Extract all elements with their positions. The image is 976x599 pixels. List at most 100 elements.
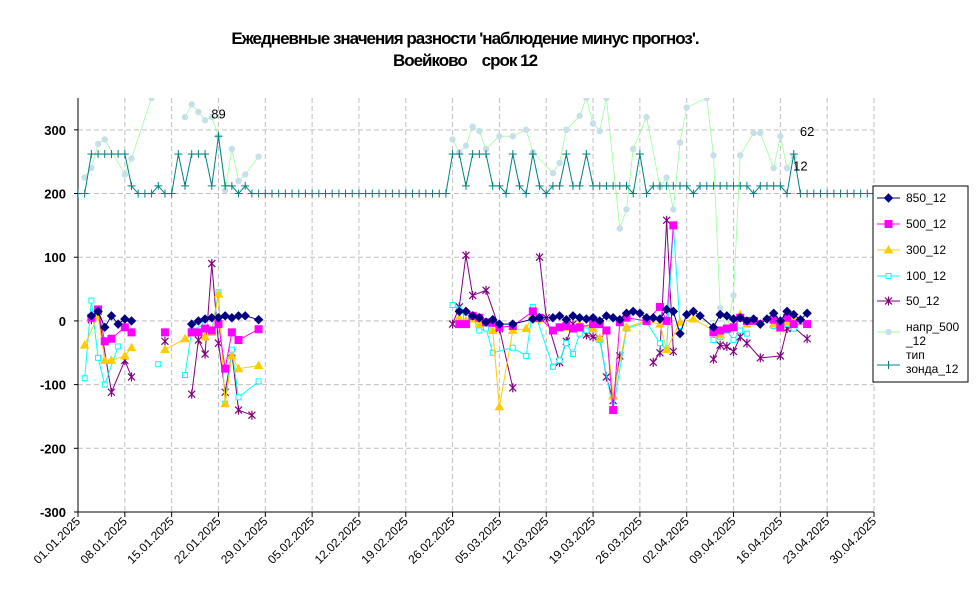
data-point [80,189,89,198]
data-point [803,334,812,344]
series-line-segment [499,185,507,194]
series-line-segment [720,344,727,347]
data-point [495,181,504,190]
series-line-segment [465,255,474,296]
data-point [669,181,678,190]
data-point [508,150,517,159]
data-point [187,319,197,329]
data-point [688,306,699,317]
data-point [730,292,737,299]
data-point [710,337,717,344]
series-line-segment [713,344,721,360]
data-point [508,383,517,393]
series-line-segment [672,311,681,334]
data-point [622,181,631,190]
y-tick-label: -300 [40,505,66,520]
data-point [200,331,210,341]
x-tick-label: 05.03.2025 [452,514,505,567]
series-line-segment [739,132,754,156]
data-point [656,340,663,347]
series-line-segment [666,225,674,321]
data-point [221,187,229,194]
data-point [401,189,410,198]
series-line-segment [104,139,126,175]
data-point [556,357,563,364]
data-point [107,334,116,343]
series-line-segment [773,136,781,169]
data-point [461,320,470,329]
series-line-segment [104,346,119,385]
data-point [281,189,290,198]
series-line-segment [632,153,641,194]
data-point [233,311,244,321]
series-line-segment [786,153,795,194]
legend-marker [884,361,893,369]
series-line-segment [706,98,714,156]
data-point [435,189,444,198]
data-point [241,181,250,190]
data-point [816,189,825,198]
series-line-segment [646,185,654,194]
series-line-segment [124,360,132,378]
data-point [88,297,95,304]
series-line-segment [539,257,547,318]
series-line-segment [632,116,647,150]
data-point [608,313,618,323]
data-point [742,181,751,190]
data-point [628,306,638,317]
data-point [86,311,97,321]
series-line-segment [512,153,520,186]
series-line-segment [97,357,106,385]
data-point [180,333,190,343]
data-point [461,181,470,190]
data-point [107,150,116,159]
data-point [462,250,470,260]
series-line-segment [465,126,474,146]
series-line-segment [224,332,233,369]
series-line-segment [184,330,193,376]
data-point [595,181,604,190]
data-point [775,316,786,326]
data-point [119,350,130,360]
legend-marker [885,328,892,336]
series-line-segment [525,153,534,194]
data-point [710,152,717,159]
data-point [208,113,215,121]
data-point [575,323,584,332]
data-point [207,313,217,323]
data-point [160,328,169,337]
data-point [174,150,183,159]
data-point [93,306,103,317]
data-point [548,326,557,335]
data-point [194,150,203,159]
data-point [648,313,658,323]
series-line-segment [445,153,454,194]
data-point [461,306,471,317]
data-point [474,319,485,328]
data-point [555,323,564,332]
legend-marker [884,296,893,306]
data-point [160,344,170,354]
data-point [254,189,263,198]
series-line-segment [211,136,219,186]
data-point [675,317,685,326]
data-point [689,189,698,198]
data-point [415,189,424,198]
series-line-segment [713,155,721,309]
data-point [489,349,496,356]
data-point [795,314,806,325]
data-point [768,308,779,318]
data-point [730,337,737,344]
data-point [588,313,598,323]
data-point [649,181,658,190]
data-point [583,327,590,334]
series-line-segment [679,107,688,143]
data-point [589,120,597,127]
x-tick-label: 05.02.2025 [265,514,318,567]
data-point [594,333,605,343]
series-line-segment [485,153,494,186]
series-line-segment [498,328,514,388]
data-point [126,316,137,326]
x-tick-label: 08.01.2025 [78,514,131,567]
data-point [154,181,163,190]
